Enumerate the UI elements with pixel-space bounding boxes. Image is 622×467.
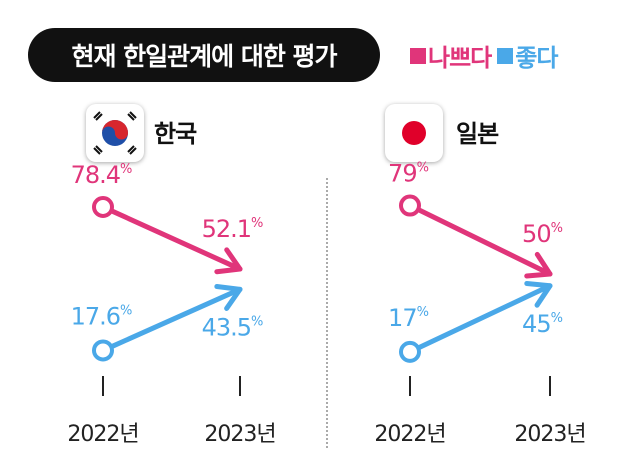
korea-good-line xyxy=(108,286,243,350)
japan-good-line xyxy=(415,283,553,351)
japan-good-data-label-1: 45% xyxy=(522,310,563,338)
panel-divider xyxy=(326,178,328,448)
legend-label-good: 좋다 xyxy=(515,44,558,72)
legend-swatch-good xyxy=(497,47,514,64)
legend-item-good: 좋다 xyxy=(497,38,558,73)
japan-bad-data-label-0: 79% xyxy=(388,160,429,188)
legend-swatch-bad xyxy=(410,47,426,64)
japan-good-point-0 xyxy=(399,340,421,363)
korea-bad-line xyxy=(108,208,243,272)
japan-good-data-label-0: 17% xyxy=(388,304,429,332)
korea-bad-arrowhead xyxy=(214,247,243,275)
japan-bad-line xyxy=(415,207,553,277)
japan-good-arrowhead xyxy=(524,280,553,308)
legend-item-bad: 나쁘다 xyxy=(410,38,492,73)
korea-bad-data-label-0: 78.4% xyxy=(71,161,132,189)
japan-bad-data-label-1: 50% xyxy=(522,220,563,248)
legend: 나쁘다 좋다 xyxy=(410,38,563,73)
korea-good-data-label-0: 17.6% xyxy=(71,302,132,330)
korea-flag-icon xyxy=(86,104,144,162)
korea-good-point-0 xyxy=(92,339,114,362)
korea-x-tick-label-1: 2023년 xyxy=(204,422,275,447)
japan-bad-arrowhead xyxy=(524,251,553,279)
chart-title: 현재 한일관계에 대한 평가 xyxy=(28,28,380,82)
japan-bad-point-0 xyxy=(399,194,421,217)
japan-x-tick-label-0: 2022년 xyxy=(374,422,445,447)
legend-label-bad: 나쁘다 xyxy=(428,44,492,72)
panel-title-korea: 한국 xyxy=(154,120,197,148)
korea-bad-data-label-1: 52.1% xyxy=(202,215,263,243)
korea-bad-point-0 xyxy=(92,195,114,218)
japan-x-tick-label-1: 2023년 xyxy=(514,422,585,447)
panel-title-japan: 일본 xyxy=(456,120,499,148)
korea-good-data-label-1: 43.5% xyxy=(202,313,263,341)
korea-good-arrowhead xyxy=(214,284,243,311)
japan-flag-icon xyxy=(385,104,443,162)
korea-x-tick-label-0: 2022년 xyxy=(67,422,138,447)
